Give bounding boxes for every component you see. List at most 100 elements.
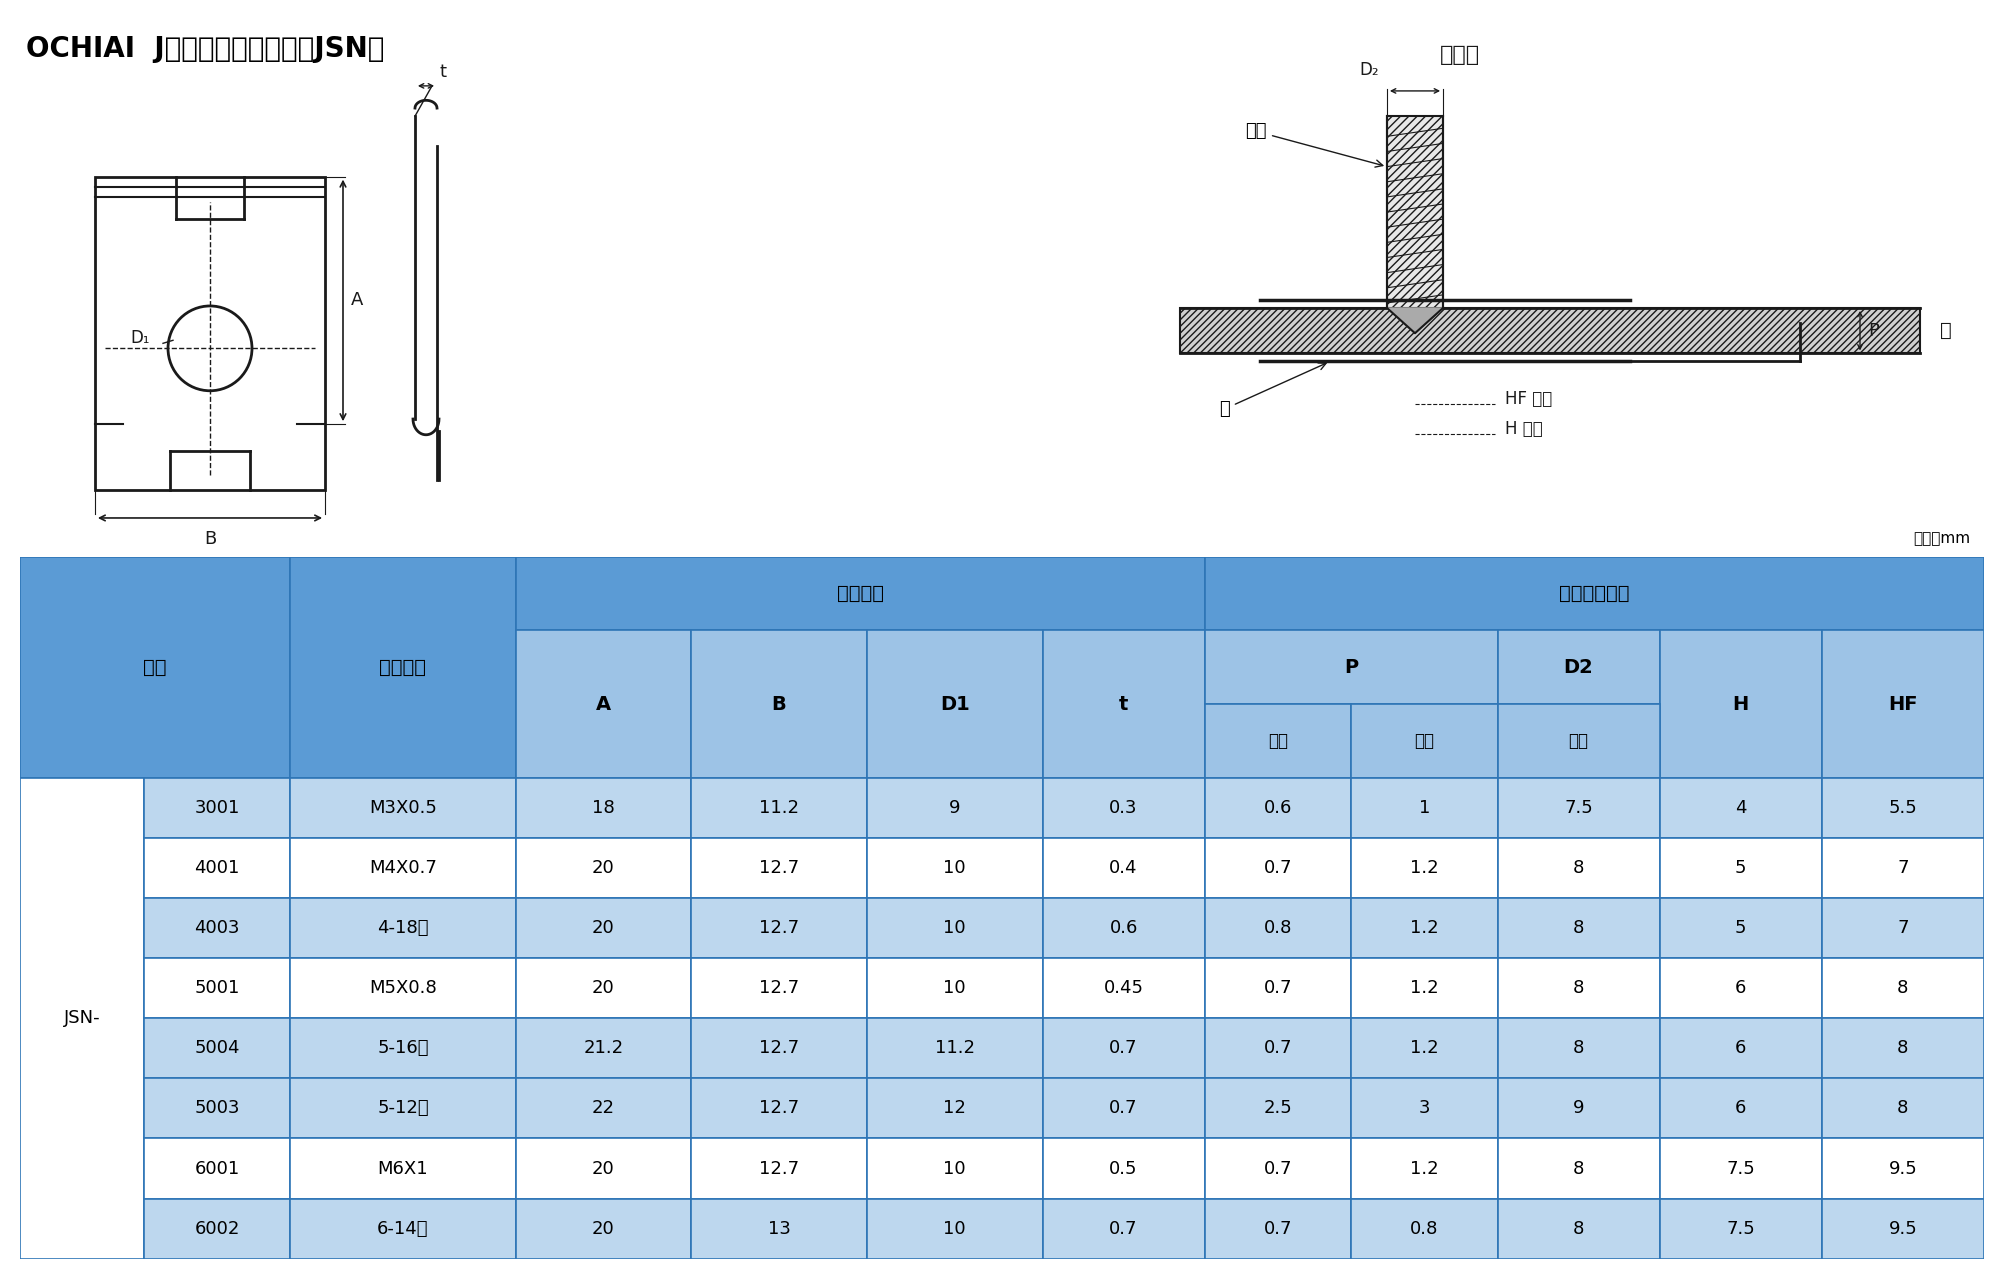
Text: 6: 6 [1736,1099,1746,1117]
Text: 12.7: 12.7 [758,920,800,937]
Text: 12: 12 [944,1099,966,1117]
Text: 0.6: 0.6 [1264,798,1292,817]
Text: D₁: D₁ [130,329,150,348]
Text: 6002: 6002 [194,1219,240,1237]
Text: P: P [1344,658,1358,677]
Text: 8: 8 [1572,1219,1584,1237]
Bar [1822,1198,1984,1259]
Text: 5.5: 5.5 [1888,798,1918,817]
Bar [866,1078,1042,1138]
Text: 8: 8 [1572,1160,1584,1178]
Bar [1822,630,1984,778]
Bar [290,898,516,958]
Text: 7.5: 7.5 [1726,1219,1756,1237]
Bar [692,1018,866,1078]
Bar [1498,1018,1660,1078]
Bar [1498,705,1660,778]
Text: 1.2: 1.2 [1410,1040,1438,1058]
Bar [1180,307,1920,353]
Text: 单位：mm: 单位：mm [1912,531,1970,546]
Text: 20: 20 [592,1160,614,1178]
Text: OCHIAI  J形螺紋式快速螺母（JSN）: OCHIAI J形螺紋式快速螺母（JSN） [26,35,384,63]
Text: 0.5: 0.5 [1110,1160,1138,1178]
Bar [1822,1138,1984,1198]
Text: JSN-: JSN- [64,1009,100,1027]
Bar [1204,1138,1352,1198]
Bar [1498,630,1660,705]
Bar [516,1078,692,1138]
Bar [1660,1018,1822,1078]
Text: 7.5: 7.5 [1726,1160,1756,1178]
Text: 螺母尺寸: 螺母尺寸 [836,584,884,603]
Bar [1204,1198,1352,1259]
Bar [1822,837,1984,898]
Text: 22: 22 [592,1099,614,1117]
Text: t: t [1118,694,1128,713]
Bar [1660,1198,1822,1259]
Bar [1352,1018,1498,1078]
Text: HF: HF [1888,694,1918,713]
Text: 12.7: 12.7 [758,979,800,997]
Text: 7.5: 7.5 [1564,798,1592,817]
Bar [1204,958,1352,1018]
Text: 7: 7 [1898,920,1908,937]
Bar [144,898,290,958]
Bar [290,837,516,898]
Text: 0.7: 0.7 [1264,979,1292,997]
Text: 使用状: 使用状 [1440,46,1480,66]
Text: 5-12峰: 5-12峰 [378,1099,428,1117]
Bar [866,1018,1042,1078]
Bar [1822,1078,1984,1138]
Text: 最大: 最大 [1414,732,1434,750]
Bar [866,958,1042,1018]
Bar [1498,778,1660,837]
Bar [866,1138,1042,1198]
Text: 5003: 5003 [194,1099,240,1117]
Text: 0.7: 0.7 [1264,1219,1292,1237]
Text: 0.8: 0.8 [1410,1219,1438,1237]
Text: 0.45: 0.45 [1104,979,1144,997]
Text: B: B [204,530,216,548]
Text: 6: 6 [1736,1040,1746,1058]
Bar [1660,1078,1822,1138]
Text: 2.5: 2.5 [1264,1099,1292,1117]
Text: H 下孔: H 下孔 [1506,420,1542,438]
Bar [290,1198,516,1259]
Text: 4: 4 [1736,798,1746,817]
Bar [1204,778,1352,837]
Text: 9: 9 [1572,1099,1584,1117]
Text: 9: 9 [948,798,960,817]
Text: 4-18峰: 4-18峰 [378,920,428,937]
Bar [290,1138,516,1198]
Bar [516,778,692,837]
Bar [1204,557,1984,630]
Text: 3: 3 [1418,1099,1430,1117]
Text: 0.7: 0.7 [1264,859,1292,877]
Text: P: P [1868,321,1878,340]
Text: 9.5: 9.5 [1888,1219,1918,1237]
Bar [144,778,290,837]
Text: 5: 5 [1736,920,1746,937]
Bar [1498,1078,1660,1138]
Text: 5004: 5004 [194,1040,240,1058]
Text: 0.7: 0.7 [1264,1160,1292,1178]
Text: 9.5: 9.5 [1888,1160,1918,1178]
Bar [1352,1138,1498,1198]
Bar [1660,898,1822,958]
Text: 12.7: 12.7 [758,1099,800,1117]
Bar [290,778,516,837]
Text: 6: 6 [1736,979,1746,997]
Text: 8: 8 [1898,979,1908,997]
Bar [1204,1018,1352,1078]
Text: 8: 8 [1898,1099,1908,1117]
Bar [96,177,324,490]
Bar [1352,898,1498,958]
Text: 0.7: 0.7 [1110,1099,1138,1117]
Text: 20: 20 [592,859,614,877]
Text: 5001: 5001 [194,979,240,997]
Text: 0.7: 0.7 [1110,1219,1138,1237]
Text: 0.6: 0.6 [1110,920,1138,937]
Text: 12.7: 12.7 [758,1160,800,1178]
Bar [1042,958,1204,1018]
Text: 4003: 4003 [194,920,240,937]
